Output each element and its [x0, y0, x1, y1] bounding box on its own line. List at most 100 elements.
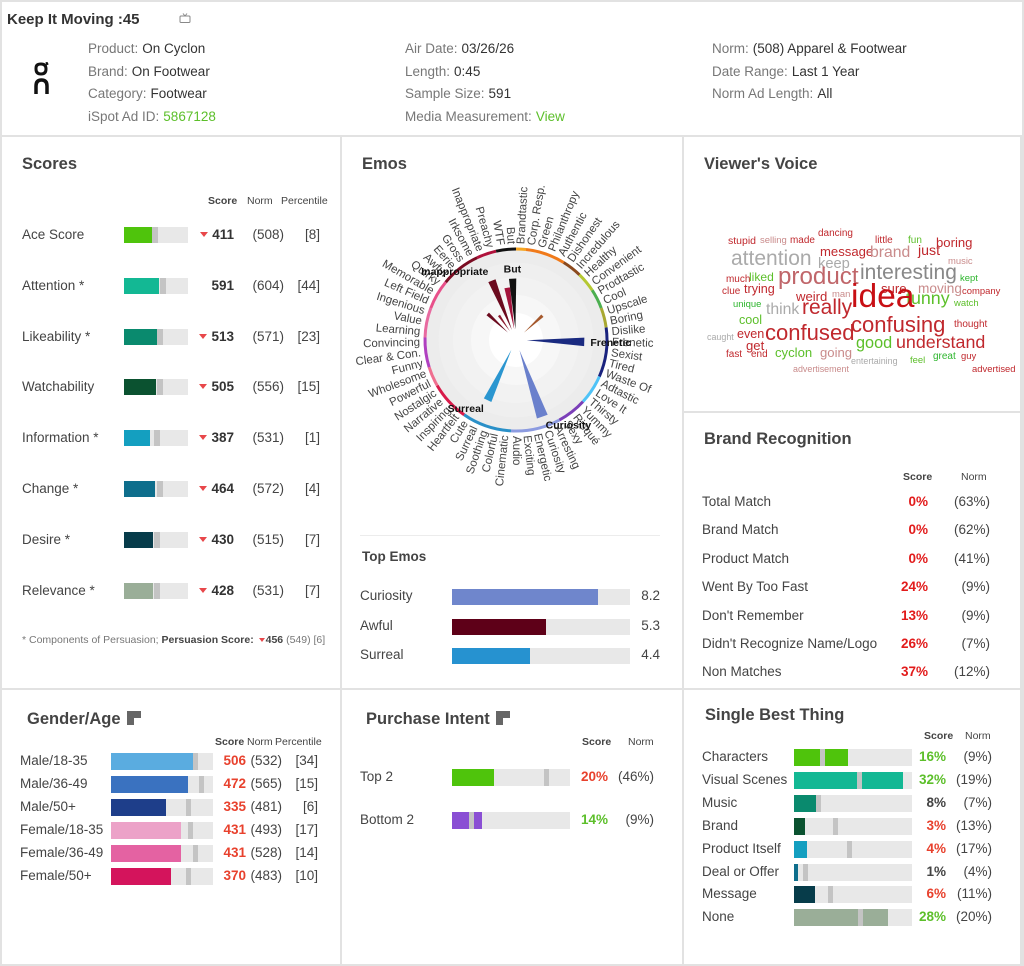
single-best-thing-label: Deal or Offer	[702, 863, 780, 879]
wheel-ring-segment	[581, 375, 601, 403]
emo-label: But	[504, 227, 517, 246]
score-row: Attention * 591 (604) [44]	[2, 276, 342, 298]
wheel-ring-segment	[429, 281, 447, 309]
score-percentile: [44]	[297, 277, 320, 293]
single-best-thing-bar	[794, 771, 912, 789]
persuasion-footnote: * Components of Persuasion; Persuasion S…	[22, 634, 325, 646]
expand-icon[interactable]	[126, 711, 141, 725]
brand-row-score: 0%	[908, 522, 928, 538]
single-best-thing-norm: (11%)	[956, 886, 992, 902]
score-bar-fill	[124, 531, 153, 548]
top-emo-row: Curiosity 8.2	[342, 588, 682, 606]
brand-row-score: 0%	[908, 550, 928, 566]
tv-icon[interactable]	[179, 13, 191, 23]
gender-header-score: Score	[215, 736, 245, 748]
emo-label: Learning	[375, 322, 421, 338]
score-value: 505	[190, 379, 234, 394]
gender-age-score: 506	[223, 753, 246, 768]
gender-age-row: Female/36-49 431 (528) [14]	[2, 845, 342, 863]
brand-row-norm: (41%)	[953, 550, 990, 566]
brand-row-score: 13%	[900, 607, 928, 623]
score-percentile: [1]	[304, 430, 320, 446]
single-best-thing-row: Product Itself 4% (17%)	[684, 840, 1020, 859]
word-cloud-word: liked	[749, 270, 774, 284]
score-bar-fill	[124, 379, 156, 396]
brand-row-score: 24%	[900, 579, 928, 595]
purchase-intent-score: 20%	[580, 769, 608, 784]
gender-age-bar	[111, 753, 213, 770]
score-value-text: 505	[211, 379, 234, 395]
down-arrow-icon	[200, 232, 209, 237]
meta-value[interactable]: View	[535, 109, 565, 125]
gender-age-norm-marker	[187, 822, 193, 839]
purchase-intent-row: Top 2 20% (46%)	[342, 769, 682, 787]
word-cloud-word: thought	[954, 319, 988, 330]
meta-field: Length: 0:45	[405, 61, 565, 84]
top-emo-value: 8.2	[641, 588, 660, 603]
brand-row-score: 0%	[908, 494, 928, 509]
meta-value: On Cyclon	[142, 41, 206, 56]
purchase-intent-norm-marker	[544, 769, 550, 786]
meta-label: Brand:	[88, 63, 128, 79]
emos-panel: Emos Brandtastic Corp. Resp. Green Philanth…	[342, 137, 684, 690]
footnote-bold-label: Persuasion Score:	[161, 634, 254, 646]
sbt-header-norm: Norm	[965, 730, 991, 742]
brand-recognition-title: Brand Recognition	[704, 430, 852, 448]
emo-label: WTF	[490, 220, 506, 247]
meta-column-norm: Norm: (508) Apparel & Footwear Date Range:…	[712, 38, 907, 106]
meta-label: Length:	[405, 63, 451, 79]
gender-age-bar-fill	[111, 868, 172, 885]
single-best-thing-norm: (20%)	[955, 909, 992, 925]
single-best-thing-bar	[794, 817, 912, 835]
single-best-thing-title: Single Best Thing	[705, 706, 845, 724]
footnote-text: * Components of Persuasion;	[22, 634, 159, 646]
score-row: Information * 387 (531) [1]	[2, 428, 342, 450]
single-best-thing-score: 3%	[926, 817, 946, 833]
single-best-thing-norm-marker	[856, 771, 862, 789]
single-best-thing-score: 8%	[926, 794, 946, 810]
gender-age-bar-fill	[111, 822, 182, 839]
wheel-ring-segment	[463, 413, 512, 433]
scores-panel: Scores Score Norm Percentile Ace Score 41…	[2, 137, 342, 690]
score-label: Attention *	[22, 277, 85, 293]
single-best-thing-row: Characters 16% (9%)	[684, 749, 1020, 767]
meta-field: Media Measurement: View	[405, 106, 565, 129]
emo-label: Sexist	[610, 347, 643, 363]
word-cloud-word: keep	[818, 256, 850, 272]
scores-title: Scores	[22, 155, 78, 173]
word-cloud-word: sure	[881, 281, 907, 296]
single-best-thing-bar	[794, 909, 912, 927]
single-best-thing-label: Visual Scenes	[702, 771, 788, 787]
down-arrow-icon	[199, 384, 208, 390]
word-cloud-word: attention	[731, 247, 812, 270]
score-label: Ace Score	[22, 227, 85, 242]
wheel-background-ring	[489, 313, 543, 367]
purchase-intent-norm: (9%)	[625, 812, 654, 827]
top-emo-bar	[452, 618, 630, 635]
gender-age-bar-fill	[111, 799, 167, 816]
word-cloud-word: good	[856, 334, 893, 352]
meta-label: Product:	[88, 41, 139, 56]
score-bar	[124, 328, 188, 345]
single-best-thing-bar-fill	[794, 817, 805, 835]
expand-icon[interactable]	[495, 711, 510, 725]
brand-row-norm: (12%)	[953, 664, 990, 680]
gender-age-score: 472	[223, 776, 246, 791]
word-cloud-word: think	[766, 301, 800, 318]
word-cloud-word: get	[746, 338, 765, 353]
single-best-thing-bar-fill	[794, 840, 807, 858]
score-value: 411	[190, 227, 234, 242]
score-norm: (515)	[252, 531, 284, 547]
single-best-thing-row: Music 8% (7%)	[684, 794, 1020, 813]
word-cloud-word: brand	[870, 244, 911, 261]
single-best-thing-score: 16%	[918, 749, 946, 764]
single-best-thing-bar-fill	[794, 909, 889, 927]
emo-label: Exciting	[521, 435, 537, 476]
emo-spike-label: Inappropriate	[421, 266, 488, 278]
brand-recognition-panel: Brand Recognition Score Norm Total Match…	[684, 413, 1022, 690]
gender-age-norm: (565)	[250, 776, 282, 791]
purchase-intent-score: 14%	[580, 812, 608, 827]
meta-field: Product: On Cyclon	[88, 38, 216, 61]
wheel-ring-segment	[510, 418, 561, 433]
word-cloud-word: selling	[760, 235, 787, 246]
